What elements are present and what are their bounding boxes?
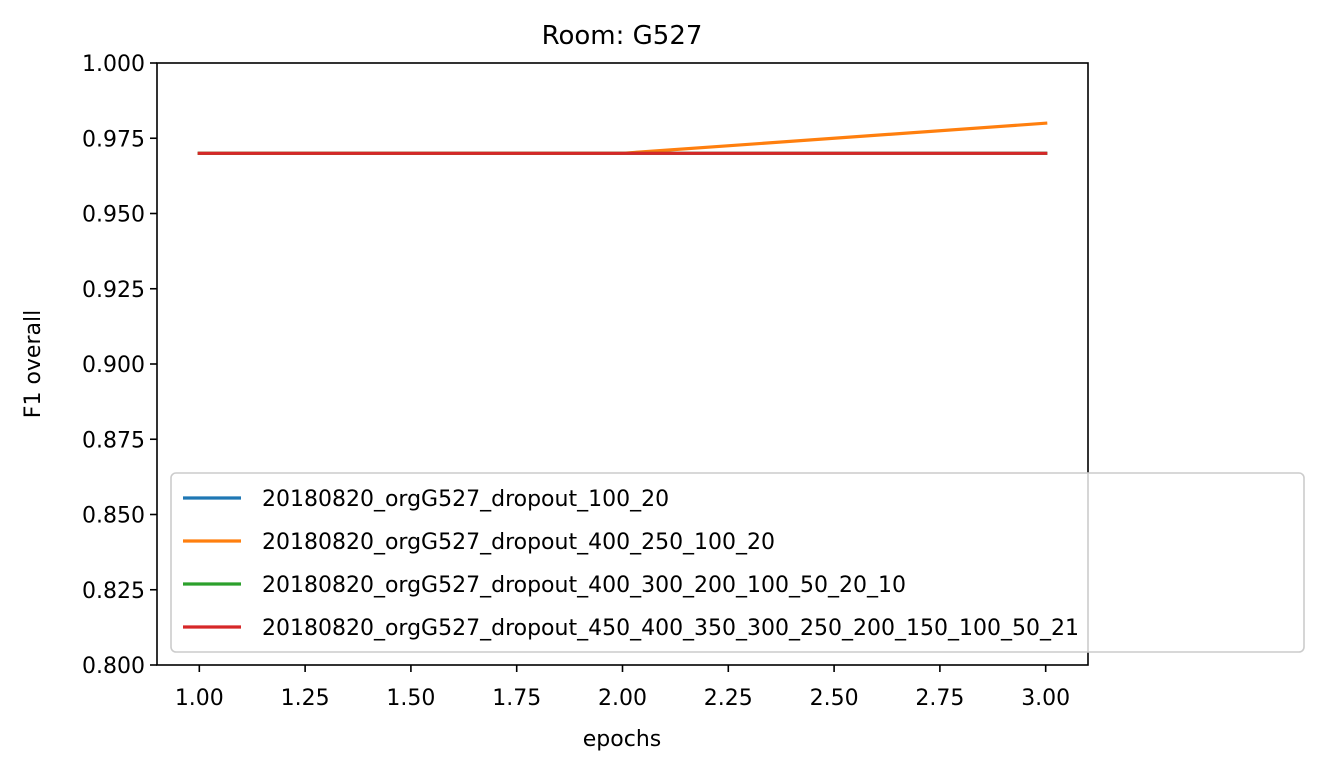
y-axis: 0.800 0.825 0.850 0.875 0.900 0.925 0.950 0.975… bbox=[82, 52, 157, 679]
x-tick-label: 2.50 bbox=[810, 686, 859, 711]
x-axis: 1.00 1.25 1.50 1.75 2.00 2.25 2.50 2.75 3.00 bbox=[175, 665, 1070, 711]
series-lines bbox=[197, 121, 1048, 155]
legend-label: 20180820_orgG527_dropout_400_250_100_20 bbox=[262, 530, 775, 555]
x-tick-label: 1.75 bbox=[492, 686, 541, 711]
x-tick-label: 2.75 bbox=[915, 686, 964, 711]
y-tick-label: 0.900 bbox=[82, 353, 145, 378]
y-tick-label: 0.950 bbox=[82, 203, 145, 228]
y-tick-label: 1.000 bbox=[82, 52, 145, 77]
legend-label: 20180820_orgG527_dropout_100_20 bbox=[262, 487, 669, 512]
legend-box bbox=[170, 472, 1305, 653]
x-tick-label: 2.00 bbox=[598, 686, 647, 711]
y-tick-label: 0.975 bbox=[82, 127, 145, 152]
x-tick-label: 2.25 bbox=[704, 686, 753, 711]
chart-title: Room: G527 bbox=[542, 21, 703, 51]
legend-label: 20180820_orgG527_dropout_450_400_350_300… bbox=[262, 616, 1079, 641]
y-tick-label: 0.850 bbox=[82, 504, 145, 529]
legend-label: 20180820_orgG527_dropout_400_300_200_100… bbox=[262, 573, 906, 598]
x-tick-label: 1.25 bbox=[281, 686, 330, 711]
y-axis-label: F1 overall bbox=[21, 310, 46, 418]
x-tick-label: 3.00 bbox=[1021, 686, 1070, 711]
x-axis-label: epochs bbox=[583, 727, 661, 752]
legend: 20180820_orgG527_dropout_100_20 20180820_… bbox=[170, 472, 1305, 653]
x-tick-label: 1.50 bbox=[386, 686, 435, 711]
y-tick-label: 0.800 bbox=[82, 654, 145, 679]
y-tick-label: 0.825 bbox=[82, 579, 145, 604]
x-tick-label: 1.00 bbox=[175, 686, 224, 711]
y-tick-label: 0.925 bbox=[82, 278, 145, 303]
y-tick-label: 0.875 bbox=[82, 428, 145, 453]
